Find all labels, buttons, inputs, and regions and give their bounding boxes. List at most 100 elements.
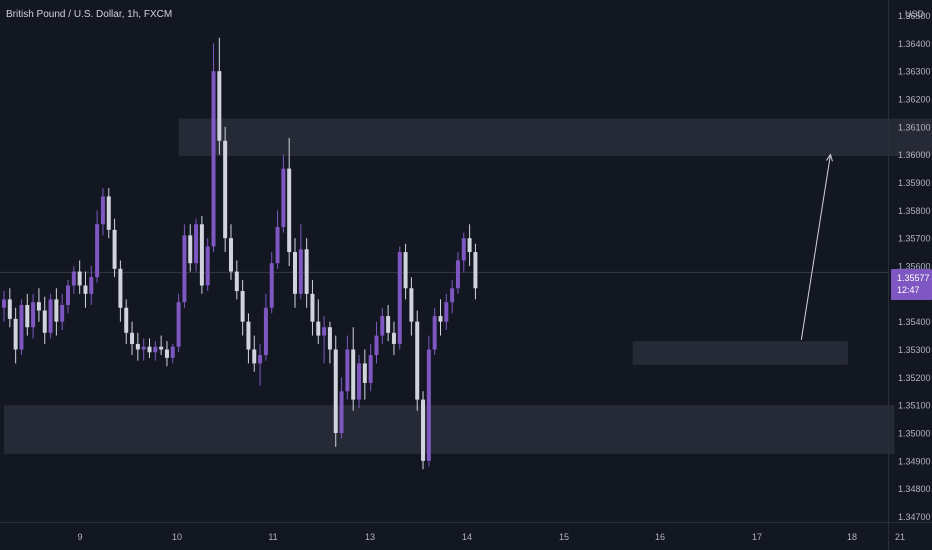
- x-tick-label: 17: [752, 532, 762, 542]
- candle-body: [444, 302, 449, 322]
- candle-body: [467, 238, 472, 253]
- y-tick-label: 1.34800: [898, 484, 931, 494]
- candle-body: [246, 321, 251, 350]
- candle-body: [77, 271, 82, 286]
- candle-body: [351, 349, 356, 400]
- candle-body: [89, 277, 94, 294]
- y-tick-label: 1.36500: [898, 11, 931, 21]
- candle-body: [83, 285, 88, 294]
- candle-body: [415, 321, 420, 400]
- candle-body: [240, 291, 245, 322]
- candle-body: [397, 252, 402, 344]
- candle-body: [31, 302, 36, 328]
- candle-body: [322, 327, 327, 336]
- candle-body: [100, 196, 105, 225]
- candle-body: [66, 285, 71, 305]
- y-tick-label: 1.35000: [898, 429, 931, 439]
- candle-body: [333, 349, 338, 433]
- candle-body: [386, 316, 391, 333]
- projection-arrow: [800, 154, 831, 340]
- candle-body: [304, 249, 309, 294]
- candle-body: [473, 252, 478, 289]
- candle-body: [48, 299, 53, 333]
- x-tick-label: 13: [365, 532, 375, 542]
- x-tick-label: 21: [895, 532, 905, 542]
- candle-body: [223, 140, 228, 239]
- symbol-title: British Pound / U.S. Dollar, 1h, FXCM: [6, 9, 173, 20]
- x-tick-label: 10: [172, 532, 182, 542]
- zone-rectangle: [4, 405, 895, 454]
- candle-body: [391, 332, 396, 344]
- candle-body: [357, 363, 362, 400]
- candle-body: [438, 316, 443, 322]
- x-tick-label: 9: [77, 532, 82, 542]
- candle-body: [263, 307, 268, 356]
- candle-body: [287, 168, 292, 253]
- y-tick-label: 1.35700: [898, 234, 931, 244]
- projection-arrow-head: [826, 153, 833, 162]
- candle-body: [42, 310, 47, 333]
- x-tick-label: 16: [655, 532, 665, 542]
- candle-body: [130, 332, 135, 344]
- y-tick-label: 1.35100: [898, 401, 931, 411]
- candle-body: [345, 349, 350, 392]
- candle-body: [362, 363, 367, 383]
- y-tick-label: 1.36100: [898, 122, 931, 132]
- candle-body: [2, 299, 6, 308]
- candle-body: [141, 346, 146, 350]
- candle-body: [217, 71, 222, 141]
- candle-body: [182, 235, 187, 303]
- candle-body: [450, 288, 455, 303]
- candle-body: [269, 263, 274, 308]
- candle-body: [19, 304, 24, 350]
- candle-body: [374, 335, 379, 356]
- candle-body: [281, 168, 286, 228]
- candle-body: [71, 271, 76, 286]
- candle-body: [258, 355, 263, 364]
- x-tick-label: 15: [559, 532, 569, 542]
- y-tick-label: 1.34900: [898, 456, 931, 466]
- candle-body: [432, 316, 437, 350]
- candle-body: [118, 268, 123, 308]
- candle-body: [455, 260, 460, 289]
- candle-body: [54, 299, 59, 322]
- candle-body: [403, 252, 408, 289]
- y-tick-label: 1.35800: [898, 206, 931, 216]
- candle-body: [13, 318, 18, 350]
- candle-body: [228, 238, 233, 272]
- candle-body: [368, 355, 373, 383]
- zone-rectangle: [632, 341, 848, 365]
- y-tick-label: 1.36300: [898, 67, 931, 77]
- candle-body: [211, 71, 216, 247]
- candle-body: [7, 299, 12, 319]
- y-tick-label: 1.36200: [898, 95, 931, 105]
- candle-body: [426, 349, 431, 461]
- candle-body: [112, 229, 117, 269]
- y-tick-label: 1.35300: [898, 345, 931, 355]
- candle-body: [135, 343, 140, 350]
- y-tick-label: 1.35600: [898, 262, 931, 272]
- candle-body: [147, 346, 152, 353]
- last-price-value: 1.35577: [897, 273, 930, 283]
- bar-countdown: 12:47: [897, 285, 920, 295]
- candle-body: [327, 327, 332, 350]
- y-tick-label: 1.34700: [898, 512, 931, 522]
- candle-body: [275, 227, 280, 264]
- x-tick-label: 11: [268, 532, 277, 542]
- zone-rectangle: [178, 118, 932, 157]
- candle-body: [421, 399, 426, 461]
- candle-body: [298, 249, 303, 294]
- candle-body: [176, 302, 181, 347]
- candle-body: [461, 238, 466, 261]
- candle-body: [310, 293, 315, 322]
- candle-body: [252, 349, 257, 364]
- x-tick-label: 14: [462, 532, 472, 542]
- candle-body: [188, 235, 193, 264]
- price-axis-currency: USD: [905, 9, 925, 19]
- candle-body: [25, 304, 30, 328]
- y-tick-label: 1.35900: [898, 178, 931, 188]
- candle-body: [199, 224, 204, 286]
- candle-body: [316, 321, 321, 336]
